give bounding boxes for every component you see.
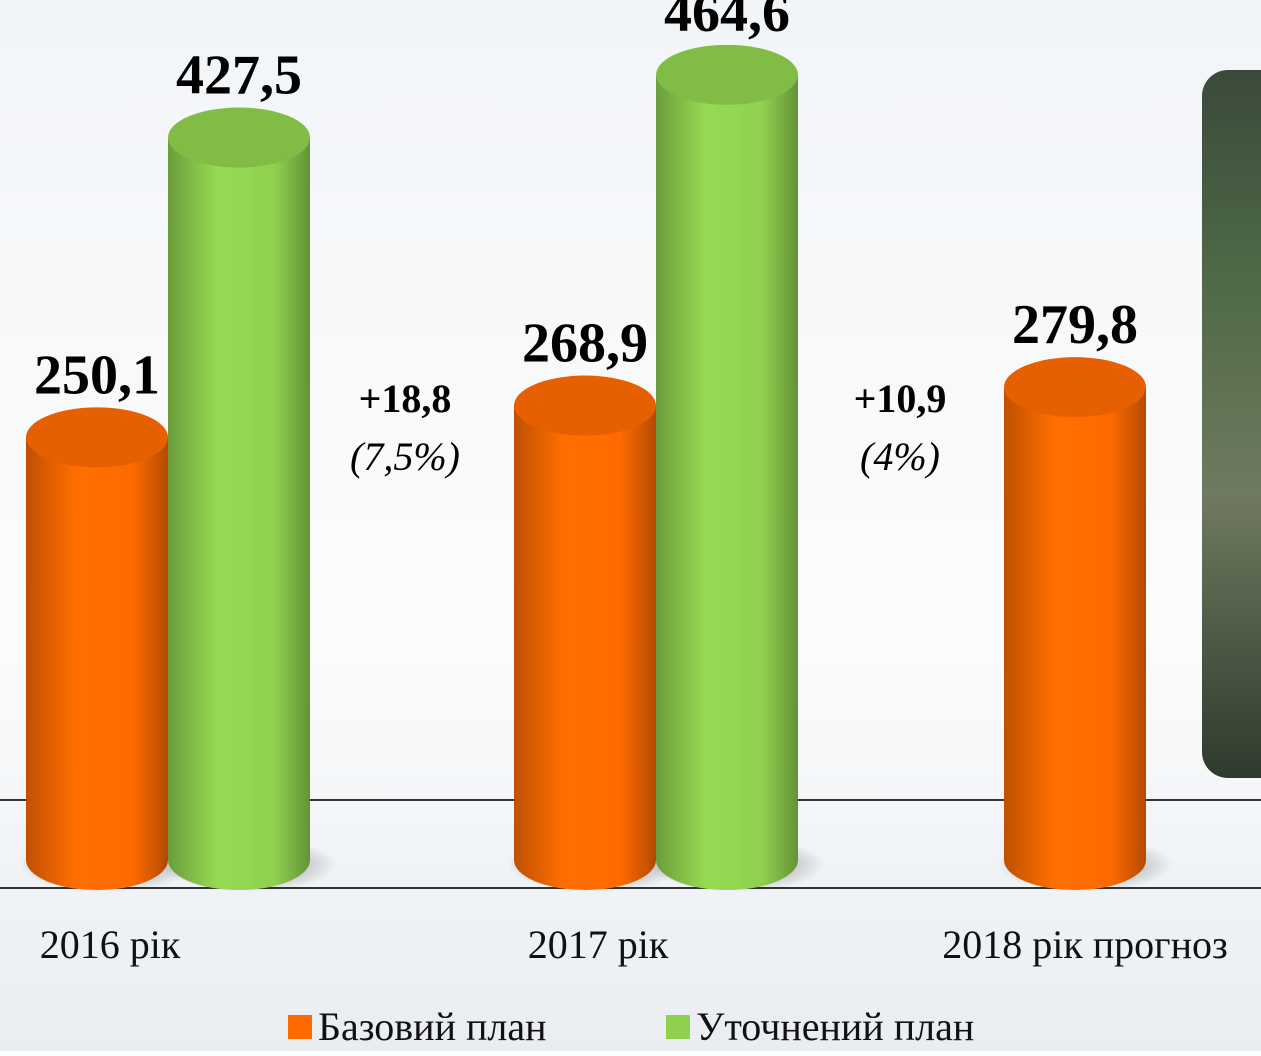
- bar-top: [168, 108, 310, 168]
- legend-swatch: [288, 1015, 312, 1039]
- photo: [1202, 70, 1261, 778]
- x-tick-label: 2016 рік: [40, 922, 181, 967]
- bar: [656, 75, 798, 890]
- bar: [514, 406, 656, 890]
- annotation-sub: (7,5%): [350, 434, 460, 479]
- value-label: 427,5: [176, 45, 302, 107]
- x-tick-label: 2017 рік: [528, 922, 669, 967]
- annotation: +18,8: [359, 376, 452, 421]
- chart: 250,1 427,5 2016 рік 268,9 464,6 2017 рік 279,…: [0, 0, 1261, 1051]
- legend-label: Уточнений план: [696, 1004, 974, 1049]
- bar: [168, 138, 310, 890]
- value-label: 279,8: [1012, 294, 1138, 356]
- bar-top: [656, 45, 798, 105]
- annotation: +10,9: [854, 376, 947, 421]
- bar-top: [514, 376, 656, 436]
- bar: [1004, 387, 1146, 890]
- legend-swatch: [666, 1015, 690, 1039]
- page: 250,1 427,5 2016 рік 268,9 464,6 2017 рік 279,…: [0, 0, 1261, 1051]
- bar-top: [1004, 357, 1146, 417]
- value-label: 250,1: [34, 344, 160, 406]
- annotation-sub: (4%): [860, 434, 940, 479]
- value-label: 268,9: [522, 313, 648, 375]
- bar: [26, 437, 168, 890]
- value-label: 464,6: [664, 0, 790, 44]
- bar-top: [26, 407, 168, 467]
- legend-label: Базовий план: [318, 1004, 547, 1049]
- x-tick-label: 2018 рік прогноз: [942, 922, 1228, 967]
